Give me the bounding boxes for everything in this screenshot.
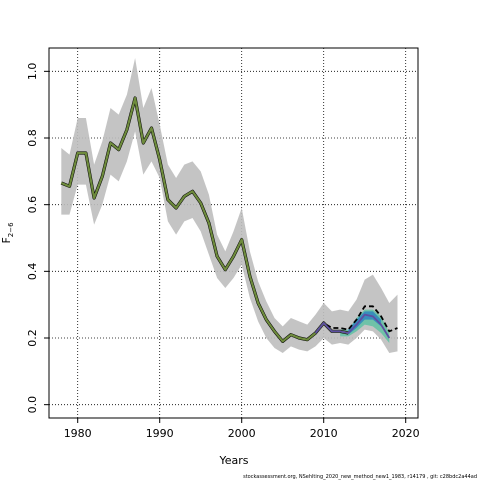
y-tick-label: 1.0 <box>26 63 39 81</box>
y-axis: 0.0 0.2 0.4 0.6 0.8 1.0 <box>26 63 49 414</box>
series-line <box>314 313 391 339</box>
series-line <box>314 305 398 334</box>
x-tick-label: 1980 <box>64 427 92 440</box>
x-tick-label: 2020 <box>392 427 420 440</box>
y-axis-title-subscript: 2−6 <box>7 222 15 237</box>
series-lines <box>60 96 398 343</box>
x-axis-title: Years <box>218 454 248 467</box>
footer-note: stockassessment.org, NSehlting_2020_new_… <box>243 474 477 480</box>
plot-frame <box>48 47 419 419</box>
x-tick-label: 2000 <box>228 427 256 440</box>
x-tick-label: 2010 <box>310 427 338 440</box>
y-axis-title-main: F <box>0 237 13 243</box>
x-tick-label: 1990 <box>146 427 174 440</box>
y-tick-label: 0.0 <box>26 396 39 414</box>
y-axis-title: F2−6 <box>0 222 15 244</box>
y-tick-label: 0.2 <box>26 329 39 347</box>
x-axis: 1980 1990 2000 2010 2020 <box>64 418 420 440</box>
y-tick-label: 0.4 <box>26 263 39 281</box>
y-tick-label: 0.8 <box>26 129 39 147</box>
confidence-band <box>61 58 398 353</box>
y-tick-label: 0.6 <box>26 196 39 214</box>
series-line <box>60 96 349 343</box>
